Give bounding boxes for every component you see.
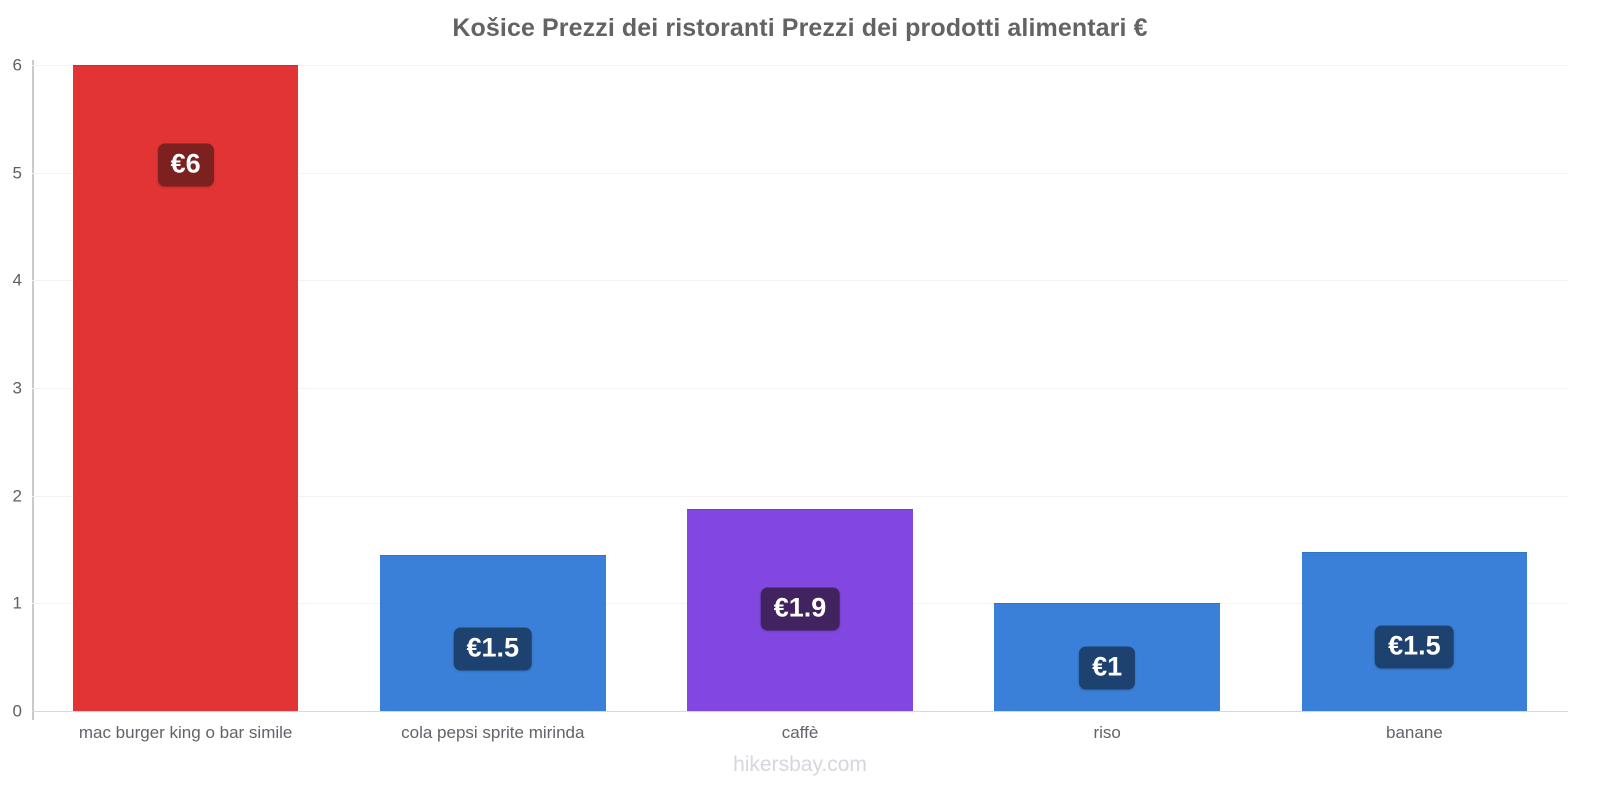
bar-value-label: €1.9 (760, 587, 840, 631)
y-tick-1: 1 (12, 593, 22, 613)
bar[interactable]: €1.5 (379, 554, 606, 711)
bar[interactable]: €1.9 (687, 508, 913, 711)
gridline-5 (32, 172, 1568, 174)
gridline-2 (32, 495, 1568, 497)
bar-series: €6 €1.5 €1.9 €1 €1.5 (32, 65, 1568, 711)
gridline-0 (32, 711, 1568, 712)
x-tick-label: riso (1093, 723, 1121, 742)
bar-value-label: €6 (157, 143, 214, 187)
gridline-6 (32, 65, 1568, 66)
y-axis-tick-labels: 0 1 2 3 4 5 6 (0, 0, 22, 800)
footer-source: hikersbay.com (733, 753, 867, 776)
y-tick-3: 3 (12, 378, 22, 398)
gridline-4 (32, 280, 1568, 282)
y-tick-0: 0 (12, 701, 22, 721)
bar[interactable]: €1 (994, 603, 1221, 711)
y-tick-5: 5 (12, 163, 22, 183)
plot-area: €6 €1.5 €1.9 €1 €1.5 (32, 65, 1568, 712)
y-tick-6: 6 (12, 55, 22, 75)
bar-value-label: €1.5 (453, 627, 533, 671)
y-tick-2: 2 (12, 486, 22, 506)
x-axis-tick-labels: mac burger king o bar simile cola pepsi s… (32, 713, 1568, 753)
bar[interactable]: €1.5 (1301, 551, 1528, 711)
y-tick-4: 4 (12, 270, 22, 290)
x-tick-label: mac burger king o bar simile (78, 723, 293, 742)
bar-value-label: €1 (1079, 646, 1136, 690)
x-tick-label: banane (1386, 723, 1443, 742)
chart-title: Košice Prezzi dei ristoranti Prezzi dei … (452, 14, 1148, 42)
x-tick-label: cola pepsi sprite mirinda (401, 723, 585, 742)
gridline-3 (32, 388, 1568, 389)
y-axis-line (32, 60, 34, 720)
bar-value-label: €1.5 (1375, 625, 1454, 669)
bar[interactable]: €6 (72, 65, 299, 711)
x-axis-origin-tick (32, 711, 33, 720)
x-tick-label: caffè (781, 723, 819, 742)
